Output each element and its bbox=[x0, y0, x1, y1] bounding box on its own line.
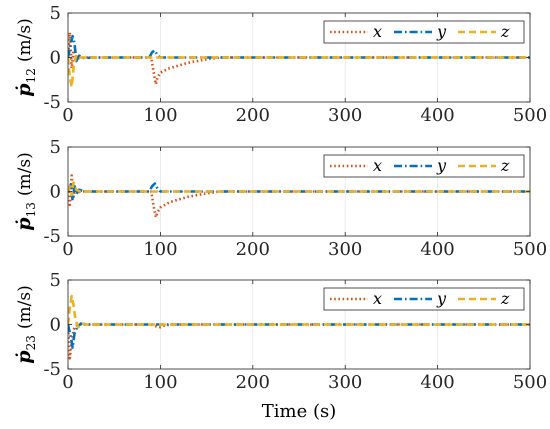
series-x-line bbox=[68, 31, 530, 86]
x-tick-label: 200 bbox=[236, 239, 270, 260]
y-tick-label: 0 bbox=[50, 182, 61, 203]
y-axis-label-var: ṗ bbox=[13, 217, 35, 231]
y-tick-label: 0 bbox=[50, 48, 61, 69]
x-tick-label: 100 bbox=[143, 372, 177, 393]
legend: x y z bbox=[323, 287, 525, 311]
x-tick-label: 200 bbox=[236, 105, 270, 126]
y-axis-label: ṗ12 (m/s) bbox=[13, 18, 38, 96]
x-axis-label: Time (s) bbox=[262, 401, 337, 422]
legend-label-z: z bbox=[500, 156, 510, 175]
legend-label-z: z bbox=[500, 22, 510, 41]
legend-label-y: y bbox=[436, 22, 447, 41]
x-tick-label: 0 bbox=[62, 105, 73, 126]
y-axis-label-sub: 13 bbox=[24, 202, 38, 217]
legend-label-y: y bbox=[436, 156, 447, 175]
x-tick-label: 500 bbox=[513, 372, 547, 393]
y-axis-label-unit: (m/s) bbox=[15, 18, 35, 62]
x-tick-label: 100 bbox=[143, 239, 177, 260]
y-tick-label: -5 bbox=[43, 226, 61, 247]
y-axis-label-var: ṗ bbox=[13, 83, 35, 97]
y-axis-label-var: ṗ bbox=[13, 350, 35, 364]
legend-box bbox=[323, 287, 525, 311]
y-axis-label-unit: (m/s) bbox=[15, 285, 35, 329]
y-axis-label: ṗ13 (m/s) bbox=[13, 152, 38, 230]
x-tick-label: 400 bbox=[420, 372, 454, 393]
y-tick-label: 5 bbox=[50, 137, 61, 158]
legend-label-z: z bbox=[500, 289, 510, 308]
x-tick-label: 100 bbox=[143, 105, 177, 126]
y-axis-label-sub: 12 bbox=[24, 68, 38, 83]
x-tick-label: 500 bbox=[513, 239, 547, 260]
legend-label-x: x bbox=[373, 156, 382, 175]
legend-box bbox=[323, 154, 525, 178]
y-axis-label-unit: (m/s) bbox=[15, 152, 35, 196]
x-tick-label: 300 bbox=[328, 105, 362, 126]
y-axis-label-sub: 23 bbox=[24, 335, 38, 350]
x-tick-label: 500 bbox=[513, 105, 547, 126]
y-axis-label: ṗ23 (m/s) bbox=[13, 285, 38, 363]
x-tick-label: 300 bbox=[328, 239, 362, 260]
series-z-line bbox=[68, 53, 530, 89]
x-tick-label: 400 bbox=[420, 105, 454, 126]
legend-label-y: y bbox=[436, 289, 447, 308]
legend-label-x: x bbox=[373, 22, 382, 41]
y-tick-label: -5 bbox=[43, 359, 61, 380]
legend: x y z bbox=[323, 154, 525, 178]
legend: x y z bbox=[323, 20, 525, 44]
x-tick-label: 0 bbox=[62, 239, 73, 260]
y-tick-label: 0 bbox=[50, 315, 61, 336]
x-tick-label: 200 bbox=[236, 372, 270, 393]
y-tick-label: 5 bbox=[50, 3, 61, 24]
legend-box bbox=[323, 20, 525, 44]
legend-label-x: x bbox=[373, 289, 382, 308]
y-tick-label: -5 bbox=[43, 92, 61, 113]
series-z-line bbox=[68, 181, 530, 197]
x-tick-label: 300 bbox=[328, 372, 362, 393]
y-tick-label: 5 bbox=[50, 270, 61, 291]
x-tick-label: 400 bbox=[420, 239, 454, 260]
x-tick-label: 0 bbox=[62, 372, 73, 393]
series-z-line bbox=[68, 294, 530, 329]
